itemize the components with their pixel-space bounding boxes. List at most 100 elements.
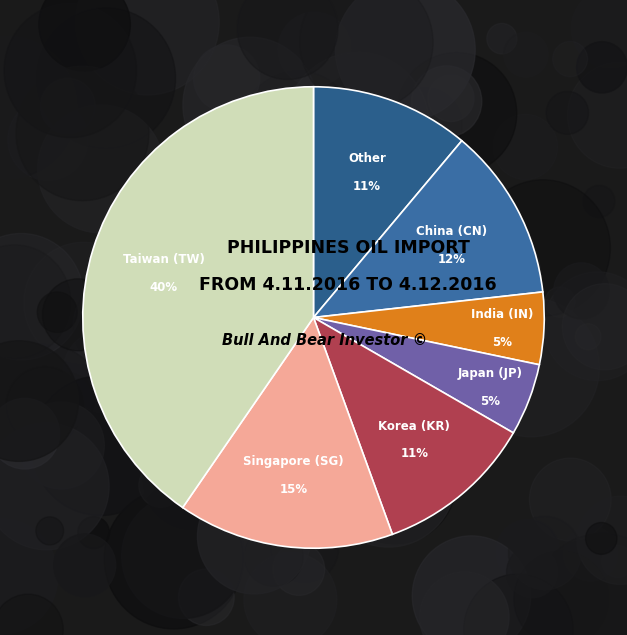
Circle shape <box>554 263 609 319</box>
Circle shape <box>139 464 182 507</box>
Circle shape <box>0 341 78 462</box>
Circle shape <box>367 417 394 443</box>
Circle shape <box>372 150 509 290</box>
Circle shape <box>179 124 270 217</box>
Text: 12%: 12% <box>438 253 466 266</box>
Circle shape <box>278 12 351 86</box>
Circle shape <box>277 374 394 493</box>
Circle shape <box>335 0 475 121</box>
Circle shape <box>552 41 587 77</box>
Circle shape <box>576 324 601 350</box>
Text: Japan (JP): Japan (JP) <box>458 367 523 380</box>
Circle shape <box>350 4 404 59</box>
Circle shape <box>244 552 337 635</box>
Circle shape <box>404 209 541 348</box>
Circle shape <box>496 519 559 584</box>
Text: 11%: 11% <box>353 180 381 192</box>
Circle shape <box>179 569 234 625</box>
Circle shape <box>381 317 493 431</box>
Circle shape <box>275 142 353 220</box>
Circle shape <box>176 224 313 362</box>
Text: 5%: 5% <box>480 395 500 408</box>
Circle shape <box>567 62 627 168</box>
Circle shape <box>24 243 143 363</box>
Text: Korea (KR): Korea (KR) <box>379 420 450 432</box>
Circle shape <box>464 574 573 635</box>
Wedge shape <box>314 318 539 433</box>
Circle shape <box>389 88 462 161</box>
Circle shape <box>93 287 164 359</box>
Circle shape <box>198 479 311 594</box>
Text: Bull And Bear Investor ©: Bull And Bear Investor © <box>223 333 428 348</box>
Circle shape <box>8 99 88 180</box>
Circle shape <box>136 188 279 333</box>
Circle shape <box>156 250 305 400</box>
Text: 5%: 5% <box>492 336 512 349</box>
Circle shape <box>508 516 581 590</box>
Circle shape <box>487 23 517 54</box>
Circle shape <box>270 514 339 582</box>
Circle shape <box>571 0 627 68</box>
Circle shape <box>0 344 107 472</box>
Circle shape <box>122 494 245 618</box>
Circle shape <box>463 298 599 437</box>
Circle shape <box>0 234 83 360</box>
Text: 15%: 15% <box>280 483 308 496</box>
Circle shape <box>0 245 71 359</box>
Text: China (CN): China (CN) <box>416 225 487 238</box>
Circle shape <box>76 0 219 95</box>
Circle shape <box>319 406 409 497</box>
Circle shape <box>4 3 137 138</box>
Circle shape <box>333 418 456 544</box>
Circle shape <box>73 277 168 373</box>
Circle shape <box>419 572 509 635</box>
Circle shape <box>472 292 540 363</box>
Circle shape <box>320 300 355 334</box>
Circle shape <box>37 292 77 333</box>
Circle shape <box>0 36 77 179</box>
Circle shape <box>63 330 144 413</box>
Circle shape <box>271 333 309 372</box>
Circle shape <box>577 42 627 93</box>
Circle shape <box>503 32 548 77</box>
Circle shape <box>143 428 243 529</box>
Circle shape <box>545 287 575 318</box>
Circle shape <box>322 411 456 547</box>
Text: 40%: 40% <box>150 281 177 293</box>
Text: FROM 4.11.2016 TO 4.12.2016: FROM 4.11.2016 TO 4.12.2016 <box>199 276 497 294</box>
Circle shape <box>532 533 627 635</box>
Circle shape <box>230 356 338 465</box>
Circle shape <box>577 496 627 584</box>
Text: Other: Other <box>348 152 386 165</box>
Circle shape <box>40 373 94 428</box>
Circle shape <box>237 0 338 79</box>
Wedge shape <box>314 292 544 364</box>
Circle shape <box>428 75 474 121</box>
Circle shape <box>493 114 557 180</box>
Circle shape <box>396 53 517 175</box>
Circle shape <box>123 150 238 266</box>
Circle shape <box>104 488 243 629</box>
Circle shape <box>300 0 433 110</box>
Circle shape <box>273 543 325 596</box>
Circle shape <box>241 71 356 187</box>
Text: India (IN): India (IN) <box>472 309 534 321</box>
Circle shape <box>244 526 303 586</box>
Circle shape <box>194 45 260 112</box>
Circle shape <box>266 281 389 404</box>
Circle shape <box>285 53 429 199</box>
Circle shape <box>586 523 617 554</box>
Circle shape <box>113 177 185 250</box>
Circle shape <box>194 312 253 373</box>
Circle shape <box>36 8 176 149</box>
Circle shape <box>382 302 520 443</box>
Circle shape <box>544 272 627 381</box>
Circle shape <box>183 37 317 173</box>
Circle shape <box>562 284 627 370</box>
Text: Taiwan (TW): Taiwan (TW) <box>123 253 204 266</box>
Circle shape <box>391 243 519 373</box>
Wedge shape <box>314 318 514 534</box>
Wedge shape <box>314 87 462 318</box>
Circle shape <box>362 414 446 499</box>
Circle shape <box>31 376 169 516</box>
